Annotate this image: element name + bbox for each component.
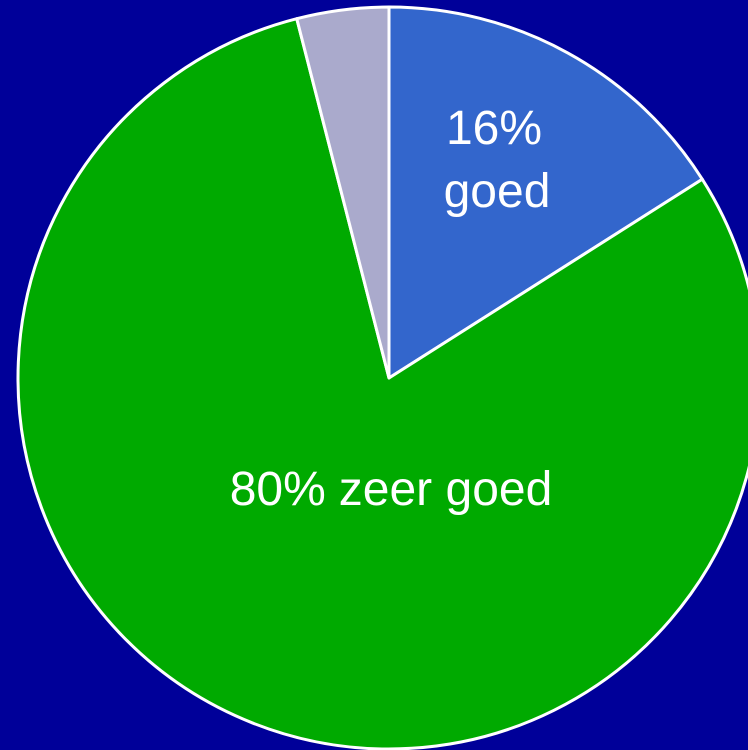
value-label: 80% [230,463,326,516]
pie-slice [387,5,704,380]
category-label: goed [444,165,551,218]
slice-label: 16% goed [444,102,551,218]
pie-slice [16,17,748,750]
value-label: 16% [446,102,542,155]
labels: 16% goed 80% zeer goed [230,102,553,516]
slice-label: 80% zeer goed [230,463,553,516]
category-label: zeer goed [339,463,553,516]
pie [16,5,748,750]
pie-slice [295,5,391,380]
